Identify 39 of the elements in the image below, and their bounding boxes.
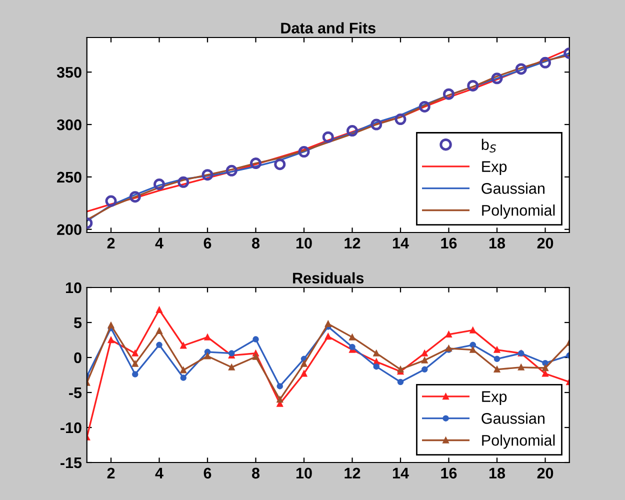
x-tick-label: 18 — [489, 468, 506, 479]
chart-title: Residuals — [293, 272, 364, 284]
legend-label: Gaussian — [482, 412, 544, 424]
legend-label: Polynomial — [482, 204, 555, 219]
x-tick-label: 6 — [204, 468, 212, 479]
legend-label: Exp — [482, 161, 507, 175]
x-tick-label: 16 — [441, 468, 457, 479]
x-tick-label: 14 — [392, 468, 409, 478]
x-tick-label: 8 — [252, 238, 260, 249]
y-tick-label: 5 — [74, 318, 82, 328]
legend-label: Polynomial — [482, 434, 555, 449]
y-tick-label: -10 — [60, 422, 82, 434]
x-tick-label: 4 — [155, 468, 164, 478]
x-tick-label: 20 — [537, 468, 554, 479]
x-tick-label: 8 — [252, 468, 260, 479]
x-tick-label: 10 — [296, 468, 312, 479]
y-tick-label: -5 — [69, 388, 82, 398]
x-tick-label: 2 — [107, 238, 115, 248]
x-tick-label: 12 — [344, 238, 360, 248]
y-tick-label: 10 — [66, 282, 82, 294]
y-tick-label: -15 — [60, 458, 82, 468]
x-tick-label: 18 — [489, 238, 506, 249]
x-tick-label: 10 — [296, 238, 312, 249]
x-tick-label: 6 — [204, 238, 212, 249]
x-tick-label: 4 — [155, 238, 164, 248]
x-tick-label: 12 — [344, 468, 360, 478]
chart-title: Data and Fits — [281, 22, 376, 34]
x-tick-label: 20 — [537, 238, 554, 249]
legend-label: Exp — [482, 391, 507, 405]
y-tick-label: 200 — [57, 224, 82, 236]
legend-label: Gaussian — [482, 182, 544, 194]
y-tick-label: 300 — [56, 119, 82, 130]
legend-label: b$_{S}$ — [482, 138, 496, 153]
y-tick-label: 0 — [74, 352, 82, 364]
y-tick-label: 250 — [57, 172, 82, 183]
x-tick-label: 16 — [441, 238, 457, 249]
x-tick-label: 14 — [392, 238, 409, 248]
y-tick-label: 350 — [56, 66, 82, 78]
x-tick-label: 2 — [107, 468, 115, 478]
